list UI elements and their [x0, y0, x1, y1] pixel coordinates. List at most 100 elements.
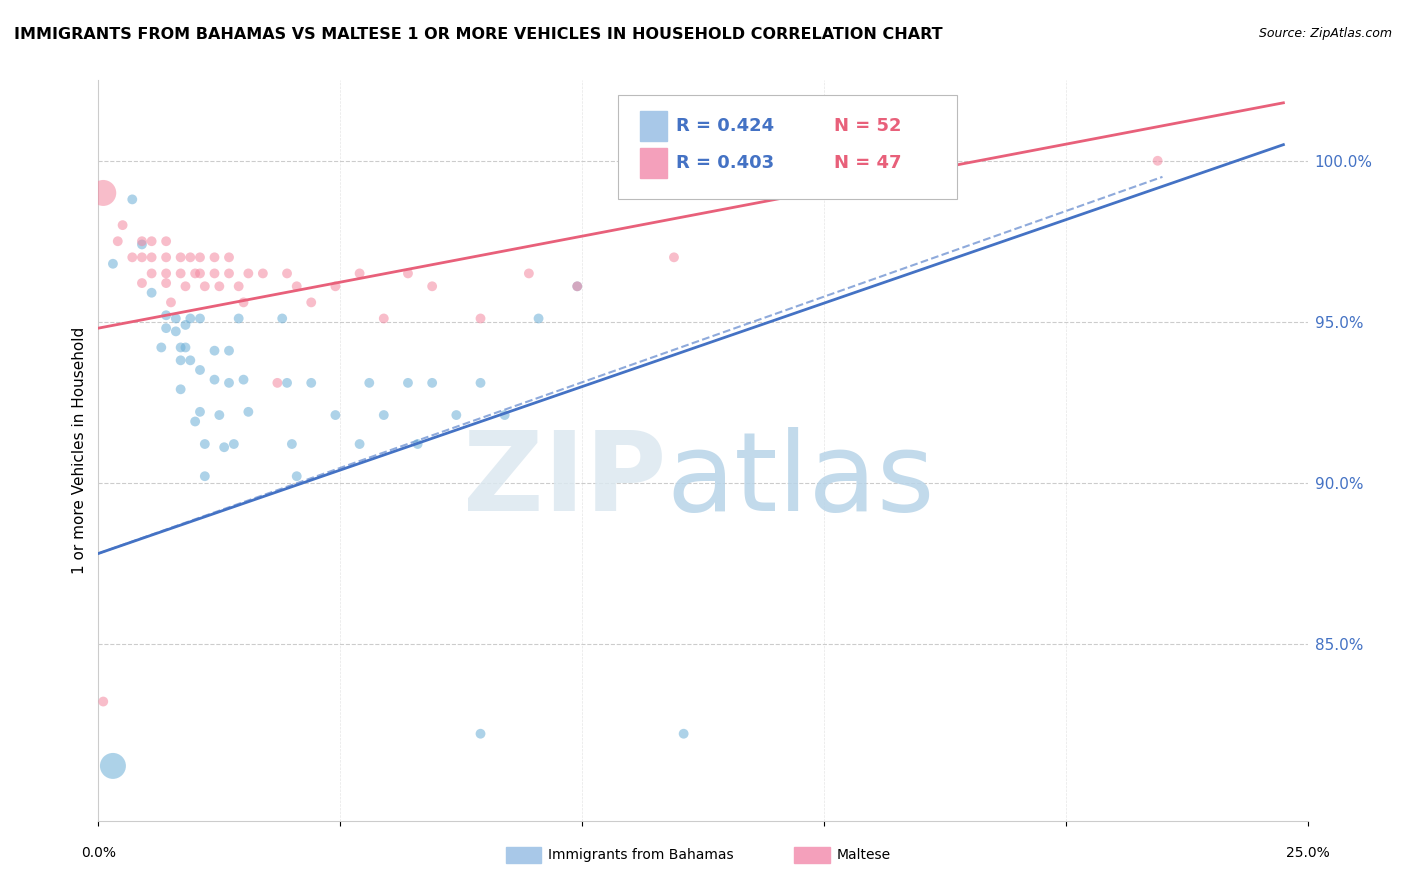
Point — [204, 373, 226, 387]
Point — [155, 321, 177, 335]
Point — [672, 727, 695, 741]
Point — [222, 437, 245, 451]
Point — [266, 376, 288, 390]
Point — [238, 267, 260, 281]
Point — [174, 341, 197, 355]
Point — [218, 267, 240, 281]
Point — [101, 759, 124, 773]
Point — [184, 267, 207, 281]
Point — [212, 440, 235, 454]
Point — [276, 267, 298, 281]
Point — [188, 250, 211, 264]
Point — [252, 267, 274, 281]
Point — [169, 250, 191, 264]
Point — [155, 267, 177, 281]
Point — [285, 279, 308, 293]
Point — [107, 234, 129, 248]
Point — [169, 382, 191, 396]
Point — [446, 408, 468, 422]
Point — [470, 376, 492, 390]
Point — [155, 308, 177, 322]
Point — [1146, 153, 1168, 168]
Point — [188, 311, 211, 326]
Text: Maltese: Maltese — [837, 848, 890, 863]
Point — [131, 250, 153, 264]
Point — [131, 276, 153, 290]
Point — [150, 341, 173, 355]
Point — [179, 250, 201, 264]
Point — [359, 376, 381, 390]
Text: 0.0%: 0.0% — [82, 847, 115, 861]
Text: IMMIGRANTS FROM BAHAMAS VS MALTESE 1 OR MORE VEHICLES IN HOUSEHOLD CORRELATION C: IMMIGRANTS FROM BAHAMAS VS MALTESE 1 OR … — [14, 27, 942, 42]
Text: R = 0.403: R = 0.403 — [676, 154, 775, 172]
Point — [271, 311, 294, 326]
Point — [228, 311, 250, 326]
Point — [208, 408, 231, 422]
Point — [349, 437, 371, 451]
Point — [111, 218, 134, 232]
Point — [194, 279, 217, 293]
Point — [165, 311, 187, 326]
Point — [349, 267, 371, 281]
Point — [567, 279, 589, 293]
Point — [141, 285, 163, 300]
Point — [517, 267, 540, 281]
Point — [188, 405, 211, 419]
Point — [285, 469, 308, 483]
Point — [204, 267, 226, 281]
Point — [373, 408, 395, 422]
Point — [101, 257, 124, 271]
Point — [131, 237, 153, 252]
Point — [169, 341, 191, 355]
Point — [281, 437, 304, 451]
Point — [406, 437, 429, 451]
Point — [155, 250, 177, 264]
Point — [420, 279, 443, 293]
Text: atlas: atlas — [666, 426, 935, 533]
Point — [131, 234, 153, 248]
Point — [179, 311, 201, 326]
Point — [299, 295, 322, 310]
Point — [396, 267, 419, 281]
Point — [494, 408, 516, 422]
Point — [662, 250, 685, 264]
Point — [420, 376, 443, 390]
Point — [194, 437, 217, 451]
Point — [228, 279, 250, 293]
Point — [160, 295, 183, 310]
Text: Immigrants from Bahamas: Immigrants from Bahamas — [548, 848, 734, 863]
Point — [174, 279, 197, 293]
Point — [232, 373, 254, 387]
Point — [238, 405, 260, 419]
Point — [194, 469, 217, 483]
Point — [325, 408, 347, 422]
Point — [325, 279, 347, 293]
Point — [299, 376, 322, 390]
Point — [169, 267, 191, 281]
Point — [141, 234, 163, 248]
Point — [204, 343, 226, 358]
Point — [204, 250, 226, 264]
Point — [218, 376, 240, 390]
Point — [184, 415, 207, 429]
Text: 25.0%: 25.0% — [1285, 847, 1330, 861]
Point — [470, 727, 492, 741]
Point — [232, 295, 254, 310]
Point — [396, 376, 419, 390]
Point — [155, 276, 177, 290]
Point — [188, 363, 211, 377]
Point — [218, 250, 240, 264]
FancyBboxPatch shape — [640, 112, 666, 141]
Point — [91, 186, 114, 200]
Point — [276, 376, 298, 390]
Point — [373, 311, 395, 326]
Point — [174, 318, 197, 332]
Text: Source: ZipAtlas.com: Source: ZipAtlas.com — [1258, 27, 1392, 40]
Point — [141, 250, 163, 264]
Point — [155, 234, 177, 248]
Point — [470, 311, 492, 326]
FancyBboxPatch shape — [640, 148, 666, 178]
Point — [91, 694, 114, 708]
Point — [218, 343, 240, 358]
Point — [165, 324, 187, 338]
